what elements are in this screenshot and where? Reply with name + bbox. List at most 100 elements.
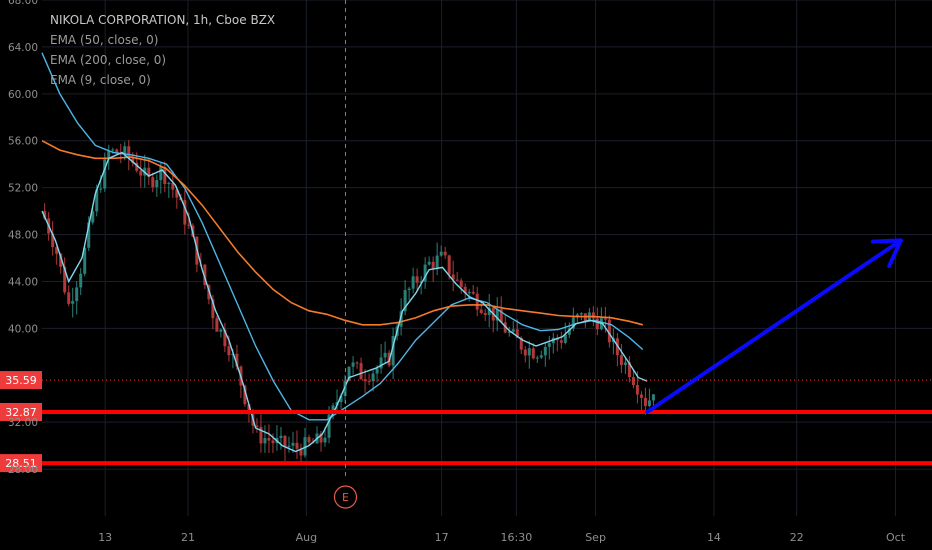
- candle-body: [283, 435, 287, 448]
- candle-body: [439, 251, 443, 256]
- legend-ema-9[interactable]: EMA (9, close, 0): [50, 73, 151, 87]
- candle: [303, 427, 307, 458]
- candle: [419, 275, 423, 295]
- y-tick-label: 48.00: [8, 230, 38, 242]
- candle: [639, 391, 643, 412]
- legend-ema-200[interactable]: EMA (200, close, 0): [50, 53, 167, 67]
- ema-series: [41, 52, 648, 453]
- candle: [627, 356, 631, 383]
- candle-body: [255, 425, 259, 427]
- x-tick-label: 22: [790, 531, 804, 544]
- candle-body: [463, 286, 467, 294]
- candle: [527, 340, 531, 369]
- candle: [55, 243, 59, 265]
- legend-ema-50[interactable]: EMA (50, close, 0): [50, 33, 159, 47]
- candle-body: [471, 291, 475, 294]
- candle-body: [67, 292, 71, 304]
- candle: [423, 257, 427, 289]
- arrow-head: [870, 238, 903, 268]
- candle-body: [519, 337, 523, 350]
- x-tick-label: Sep: [585, 531, 606, 544]
- candle: [559, 331, 563, 349]
- candle-body: [171, 182, 175, 190]
- price-marker-label: 35.59: [5, 374, 37, 387]
- candle-body: [455, 279, 459, 281]
- candle: [83, 243, 87, 277]
- x-tick-label: Aug: [296, 531, 317, 544]
- candle-body: [339, 395, 343, 403]
- candle-body: [375, 368, 379, 374]
- candle-body: [451, 274, 455, 280]
- candle-body: [531, 348, 535, 359]
- candle: [307, 434, 311, 446]
- candle-body: [623, 362, 627, 366]
- candle: [71, 287, 75, 318]
- candle: [571, 307, 575, 332]
- y-tick-label: 68.00: [8, 0, 38, 7]
- candle-body: [419, 281, 423, 283]
- candle-body: [411, 276, 415, 289]
- candle: [295, 430, 299, 459]
- candle-body: [159, 166, 163, 181]
- event-circle: [333, 485, 358, 509]
- candle-body: [591, 312, 595, 319]
- candle: [215, 315, 219, 332]
- candle-body: [407, 288, 411, 291]
- candle: [359, 357, 363, 380]
- candle-body: [595, 318, 599, 330]
- candle-body: [279, 435, 283, 438]
- candle-body: [267, 438, 271, 441]
- candle-body: [175, 189, 179, 198]
- candle-body: [347, 366, 351, 381]
- legend-title[interactable]: NIKOLA CORPORATION, 1h, Cboe BZX: [50, 13, 276, 27]
- candle: [287, 436, 291, 453]
- candle: [415, 268, 419, 291]
- candle: [507, 326, 511, 337]
- candle: [363, 369, 367, 394]
- candle-body: [635, 385, 639, 395]
- candle-body: [263, 438, 267, 444]
- candle-body: [287, 445, 291, 448]
- candle-body: [511, 329, 515, 332]
- candle: [391, 327, 395, 380]
- candle-body: [403, 290, 407, 312]
- candle-body: [383, 352, 387, 358]
- candle-body: [63, 266, 67, 293]
- candle-body: [203, 264, 207, 286]
- candle: [427, 256, 431, 266]
- candle-body: [151, 177, 155, 188]
- candle-body: [91, 211, 95, 223]
- event-marker[interactable]: E: [333, 0, 358, 509]
- ema-50-line: [41, 52, 644, 421]
- candle-body: [567, 328, 571, 335]
- x-axis[interactable]: 13 21 Aug 17 16:30 Sep 14 22 Oct: [98, 531, 906, 544]
- candle-body: [547, 343, 551, 347]
- event-label: E: [342, 491, 349, 504]
- price-marker-box: [0, 371, 42, 390]
- candle: [139, 160, 143, 188]
- candle-body: [539, 355, 543, 358]
- candle-body: [523, 349, 527, 356]
- candle-body: [247, 404, 251, 415]
- candle-body: [391, 335, 395, 366]
- candle: [299, 443, 303, 463]
- candle: [367, 373, 371, 386]
- candle: [483, 308, 487, 322]
- candle-body: [507, 331, 511, 333]
- candle-body: [71, 301, 75, 304]
- candle: [263, 425, 267, 453]
- candle: [471, 284, 475, 295]
- candle-body: [227, 346, 231, 356]
- candle: [543, 342, 547, 367]
- x-tick-label: 16:30: [501, 531, 533, 544]
- y-tick-label: 56.00: [8, 136, 38, 148]
- y-tick-label: 60.00: [8, 89, 38, 101]
- ema-200-line: [41, 139, 644, 326]
- y-axis[interactable]: 35.59 32.87 28.51 68.00 64.00 60.00 56.00 52.00…: [0, 0, 42, 476]
- candle-body: [123, 146, 127, 155]
- candle-body: [319, 433, 323, 443]
- projection-arrow[interactable]: [645, 238, 903, 414]
- candle-body: [327, 414, 331, 438]
- candle-body: [415, 276, 419, 283]
